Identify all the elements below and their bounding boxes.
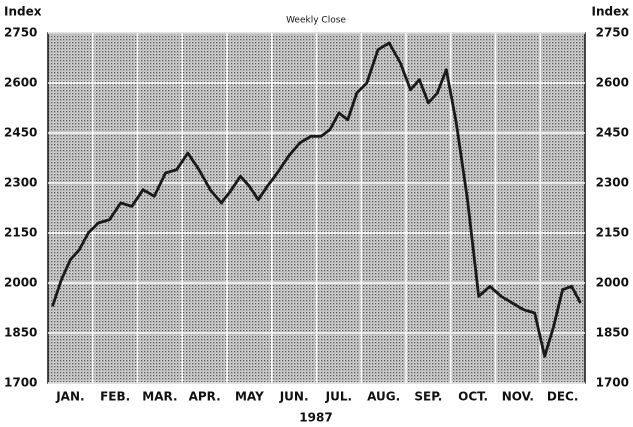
x-tick-label: SEP.: [414, 390, 442, 404]
x-tick-label: FEB.: [100, 390, 130, 404]
x-tick-label: NOV.: [502, 390, 534, 404]
x-tick-label: DEC.: [547, 390, 579, 404]
x-tick-label: APR.: [189, 390, 221, 404]
x-tick-label: OCT.: [458, 390, 488, 404]
y-tick-label: 2750: [4, 26, 37, 40]
x-axis-label: 1987: [299, 411, 332, 425]
x-tick-label: MAR.: [142, 390, 177, 404]
y-tick-label: 1700: [4, 376, 37, 390]
x-tick-label: MAY: [235, 390, 264, 404]
x-tick-label: JUN.: [279, 390, 309, 404]
y-axis-label: Index: [4, 5, 42, 19]
x-tick-label: JUL.: [325, 390, 352, 404]
y2-tick-label: 2450: [596, 126, 629, 140]
y2-tick-label: 2000: [596, 276, 629, 290]
y2-tick-label: 1850: [596, 326, 629, 340]
x-tick-label: JAN.: [55, 390, 84, 404]
y-tick-label: 1850: [4, 326, 37, 340]
y-tick-label: 2000: [4, 276, 37, 290]
y2-tick-label: 2300: [596, 176, 629, 190]
chart-title: Weekly Close: [286, 16, 346, 26]
y2-tick-label: 2600: [596, 76, 629, 90]
line: [51, 41, 582, 358]
y2-tick-label: 2150: [596, 226, 629, 240]
y-tick-label: 2150: [4, 226, 37, 240]
y-tick-label: 2600: [4, 76, 37, 90]
y2-tick-label: 1700: [596, 376, 629, 390]
y2-tick-label: 2750: [596, 26, 629, 40]
y-tick-label: 2450: [4, 126, 37, 140]
y-tick-label: 2300: [4, 176, 37, 190]
y2-axis-label: Index: [592, 5, 630, 19]
x-tick-label: AUG.: [367, 390, 400, 404]
